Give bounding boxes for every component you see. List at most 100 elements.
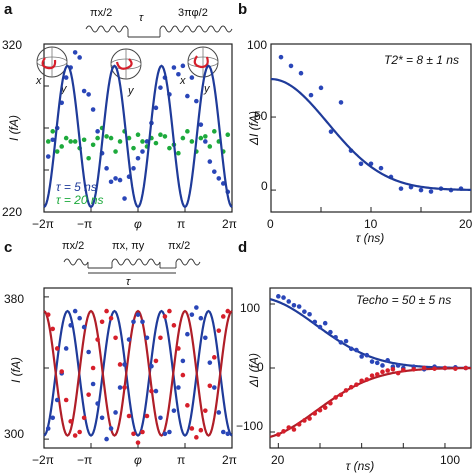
data-point-d-pix <box>338 340 344 345</box>
plot-marks-b <box>270 54 472 194</box>
data-point-d-piy <box>374 372 380 377</box>
data-point-d-piy <box>463 365 469 371</box>
data-point-tau20 <box>176 150 181 156</box>
data-point-piy <box>167 308 172 314</box>
data-point-tau5 <box>131 166 136 171</box>
data-point-piy <box>158 335 163 341</box>
data-point-tau5 <box>117 177 123 183</box>
data-point-b <box>298 70 304 76</box>
data-point-piy <box>207 383 213 389</box>
data-point-piy <box>220 314 226 319</box>
pulse-wave-a1 <box>85 25 129 33</box>
bloch-sphere-1 <box>36 46 68 78</box>
data-point-piy <box>45 312 51 317</box>
panel-b: b 100 50 0 0 10 20 τ (ns) ΔI (fA) T2* = … <box>238 1 473 245</box>
data-point-d-piy <box>421 365 427 371</box>
data-point-pix <box>108 426 114 431</box>
data-point-d-piy <box>338 392 344 398</box>
data-point-b <box>428 189 434 194</box>
data-point-d-pix <box>302 309 307 314</box>
data-point-b <box>378 165 384 171</box>
data-point-pix <box>122 362 127 367</box>
data-point-piy <box>194 435 199 440</box>
data-point-tau20 <box>50 129 56 134</box>
plot-marks-d <box>269 294 472 438</box>
data-point-tau20 <box>212 129 217 134</box>
data-point-piy <box>203 408 208 413</box>
data-point-piy <box>185 403 190 408</box>
xtick-a-0: −2π <box>32 217 54 231</box>
pulse-wave-c2 <box>111 258 161 266</box>
data-point-tau20 <box>104 134 109 139</box>
data-point-d-pix <box>291 302 297 308</box>
data-point-d-piy <box>291 427 297 432</box>
data-point-pix <box>212 385 217 390</box>
data-point-tau20 <box>126 135 132 141</box>
data-point-pix <box>144 335 150 341</box>
data-point-pix <box>140 319 145 325</box>
ytick-d-m100: −100 <box>236 419 263 433</box>
data-point-tau20 <box>185 129 190 134</box>
data-point-pix <box>50 415 56 421</box>
data-point-piy <box>198 427 204 433</box>
plot-marks-c <box>43 305 233 445</box>
data-point-b <box>338 100 344 105</box>
xtick-b-10: 10 <box>364 217 378 231</box>
data-point-d-pix <box>380 363 385 368</box>
pulse-sequence-c: πx/2 πx, πy πx/2 τ <box>62 240 201 288</box>
plot-marks-a <box>43 50 233 209</box>
data-point-tau20 <box>90 142 96 148</box>
data-point-d-pix <box>286 299 292 304</box>
xtick-c-0: −2π <box>32 453 54 467</box>
fit-curve-piy <box>43 309 233 437</box>
data-point-piy <box>50 326 56 332</box>
data-point-d-piy <box>302 418 307 423</box>
data-point-d-piy <box>390 366 396 372</box>
data-point-b <box>288 63 294 69</box>
data-point-piy <box>212 355 217 360</box>
data-point-pix <box>207 360 213 365</box>
xtick-b-20: 20 <box>459 217 473 231</box>
data-point-piy <box>68 419 73 424</box>
data-point-tau20 <box>189 139 195 144</box>
data-point-piy <box>81 415 87 421</box>
data-point-piy <box>54 346 60 351</box>
data-point-tau5 <box>86 92 91 97</box>
data-point-piy <box>225 308 231 314</box>
pulse-label-a1: πx/2 <box>90 7 112 19</box>
data-point-d-pix <box>374 360 380 366</box>
data-point-piy <box>162 314 168 319</box>
data-point-d-pix <box>385 358 390 363</box>
data-point-d-pix <box>359 354 364 359</box>
data-point-tau5 <box>90 107 96 112</box>
xlabel-d: τ (ns) <box>346 459 375 473</box>
data-point-d-pix <box>348 346 354 352</box>
ylabel-b: ΔI (fA) <box>247 111 261 146</box>
data-point-pix <box>216 410 222 415</box>
data-point-pix <box>63 346 69 351</box>
ytick-b-100: 100 <box>247 38 267 52</box>
data-point-piy <box>113 335 118 341</box>
bloch-sphere-2 <box>110 48 142 80</box>
data-point-tau5 <box>185 93 190 99</box>
ytick-a-top: 320 <box>2 38 22 52</box>
data-point-d-piy <box>385 368 390 373</box>
ylabel-c: I (fA) <box>9 357 23 383</box>
data-point-d-piy <box>312 411 318 416</box>
data-point-tau5 <box>176 71 181 77</box>
data-point-pix <box>99 415 105 421</box>
data-point-piy <box>59 369 64 374</box>
data-point-tau5 <box>140 149 145 154</box>
panel-c: c πx/2 πx, πy πx/2 τ 380 300 −2π −π φ π … <box>4 239 237 467</box>
ytick-d-0: 0 <box>257 360 264 374</box>
ytick-b-50: 50 <box>254 109 268 123</box>
data-point-pix <box>68 323 73 328</box>
data-point-piy <box>63 397 69 403</box>
panel-a: a πx/2 τ 3πφ/2 320 220 −2π −π φ π 2π I (… <box>2 1 237 231</box>
data-point-d-pix <box>307 311 312 317</box>
fit-curve-tau5 <box>43 64 233 209</box>
data-point-pix <box>131 319 136 325</box>
data-point-piy <box>95 337 100 342</box>
data-point-pix <box>180 358 186 364</box>
data-point-d-piy <box>322 405 328 410</box>
